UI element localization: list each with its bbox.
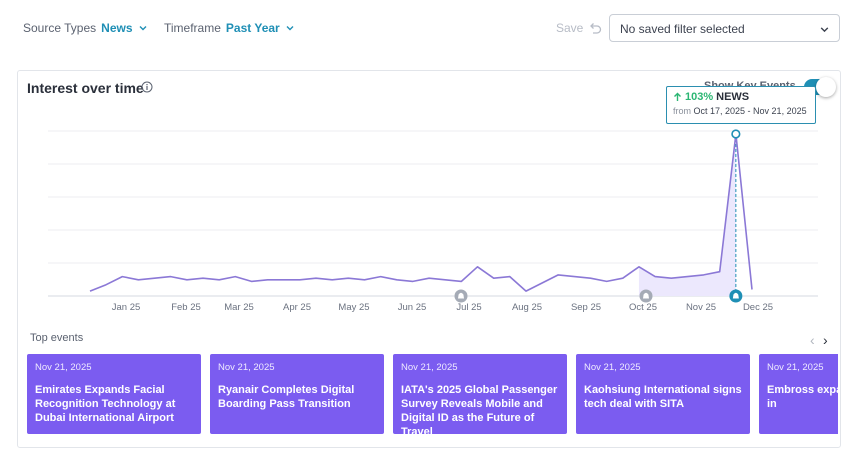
tooltip-series: NEWS bbox=[716, 91, 750, 103]
event-card[interactable]: Nov 21, 2025 Ryanair Completes Digital B… bbox=[210, 354, 384, 434]
event-date: Nov 21, 2025 bbox=[35, 362, 92, 373]
x-tick-label: Jul 25 bbox=[456, 302, 481, 313]
x-tick-label: Apr 25 bbox=[283, 302, 311, 313]
x-tick-label: Jan 25 bbox=[112, 302, 141, 313]
x-tick-label: Oct 25 bbox=[629, 302, 657, 313]
bell-icon bbox=[643, 292, 649, 299]
x-tick-label: Mar 25 bbox=[224, 302, 254, 313]
source-types-filter[interactable]: Source Types News bbox=[23, 21, 148, 35]
toggle-knob bbox=[816, 77, 836, 97]
top-events-label: Top events bbox=[30, 332, 84, 344]
tooltip-percent: 103% bbox=[685, 91, 714, 103]
event-card[interactable]: Nov 21, 2025 IATA's 2025 Global Passenge… bbox=[393, 354, 567, 434]
chevron-down-icon bbox=[286, 26, 294, 31]
bell-icon bbox=[458, 292, 464, 299]
top-events-list: Nov 21, 2025 Emirates Expands Facial Rec… bbox=[27, 354, 838, 436]
event-title: Embross expands technology in bbox=[767, 384, 838, 410]
source-types-value: News bbox=[101, 21, 133, 35]
undo-icon[interactable] bbox=[587, 20, 603, 36]
event-card[interactable]: Nov 21, 2025 Kaohsiung International sig… bbox=[576, 354, 750, 434]
chart-tooltip: 103% NEWS from Oct 17, 2025 - Nov 21, 20… bbox=[666, 86, 816, 124]
interest-chart: Jan 25 Feb 25 Mar 25 Apr 25 May 25 Jun 25 Jul … bbox=[48, 129, 818, 313]
source-types-label: Source Types bbox=[23, 21, 97, 35]
saved-filter-value: No saved filter selected bbox=[620, 22, 745, 36]
tooltip-range: Oct 17, 2025 - Nov 21, 2025 bbox=[693, 106, 807, 116]
events-next-button[interactable]: › bbox=[823, 332, 828, 348]
x-tick-label: Sep 25 bbox=[571, 302, 601, 313]
timeframe-value: Past Year bbox=[225, 21, 280, 35]
chevron-down-icon bbox=[820, 27, 829, 33]
event-card[interactable]: Nov 21, 2025 Embross expands technology … bbox=[759, 354, 838, 434]
bell-icon bbox=[732, 292, 739, 299]
tooltip-from-label: from bbox=[673, 106, 691, 116]
x-tick-label: Feb 25 bbox=[171, 302, 201, 313]
series-line bbox=[89, 133, 753, 292]
peak-point bbox=[731, 129, 741, 139]
event-title: Kaohsiung International signs tech deal … bbox=[584, 384, 742, 410]
save-button[interactable]: Save bbox=[556, 21, 584, 35]
highlight-area bbox=[638, 134, 736, 296]
filter-bar: Source Types News Timeframe Past Year Sa… bbox=[0, 0, 860, 56]
event-title: Emirates Expands Facial Recognition Tech… bbox=[35, 384, 176, 424]
event-date: Nov 21, 2025 bbox=[767, 362, 824, 373]
x-tick-label: Jun 25 bbox=[398, 302, 427, 313]
event-card[interactable]: Nov 21, 2025 Emirates Expands Facial Rec… bbox=[27, 354, 201, 434]
event-date: Nov 21, 2025 bbox=[401, 362, 458, 373]
event-title: Ryanair Completes Digital Boarding Pass … bbox=[218, 384, 355, 410]
x-tick-label: Aug 25 bbox=[512, 302, 542, 313]
timeframe-label: Timeframe bbox=[164, 21, 221, 35]
x-tick-label: May 25 bbox=[338, 302, 369, 313]
chevron-down-icon bbox=[139, 26, 147, 31]
event-date: Nov 21, 2025 bbox=[584, 362, 641, 373]
events-prev-button[interactable]: ‹ bbox=[810, 332, 815, 348]
interest-over-time-card: Jan 25 Feb 25 Mar 25 Apr 25 May 25 Jun 25 Jul … bbox=[17, 70, 841, 448]
info-icon[interactable] bbox=[141, 81, 153, 93]
saved-filter-select[interactable]: No saved filter selected bbox=[609, 14, 840, 42]
event-title: IATA's 2025 Global Passenger Survey Reve… bbox=[401, 384, 558, 434]
event-date: Nov 21, 2025 bbox=[218, 362, 275, 373]
card-title: Interest over time bbox=[27, 80, 144, 96]
arrow-up-icon bbox=[674, 92, 681, 101]
x-tick-label: Nov 25 bbox=[686, 302, 716, 313]
x-tick-label: Dec 25 bbox=[743, 302, 773, 313]
timeframe-filter[interactable]: Timeframe Past Year bbox=[164, 21, 295, 35]
